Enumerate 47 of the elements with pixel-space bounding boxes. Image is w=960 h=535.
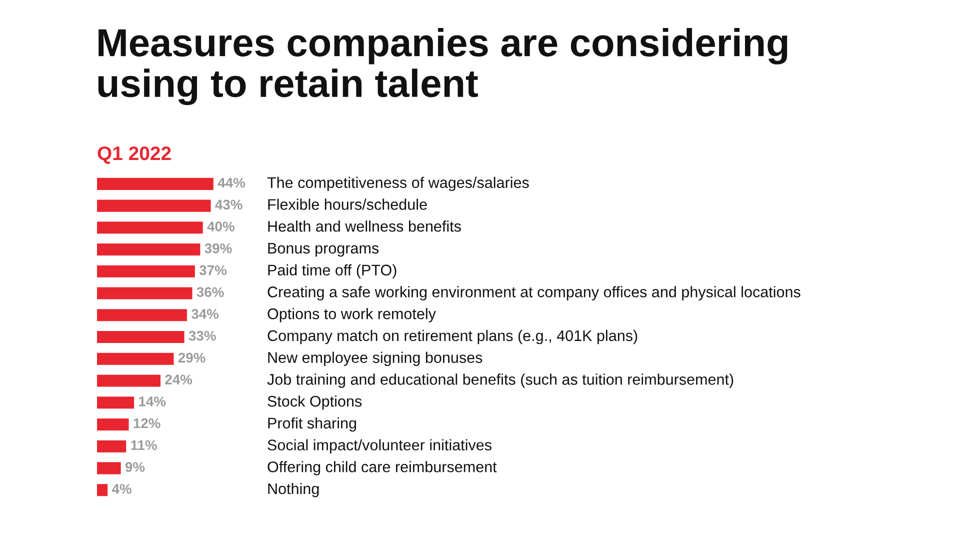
bar — [97, 418, 129, 430]
y-tick-label: The competitiveness of wages/salaries — [267, 176, 529, 192]
y-tick-label: Company match on retirement plans (e.g., 401K plans) — [268, 330, 638, 344]
data-label: 4% — [112, 484, 132, 494]
data-label: 40% — [207, 222, 234, 232]
bar — [97, 440, 126, 452]
bar — [97, 484, 108, 496]
data-label: 43% — [215, 200, 242, 210]
bar — [97, 352, 174, 365]
y-tick-label: Stock Options — [268, 395, 362, 410]
data-label: 34% — [191, 309, 219, 319]
chart-subtitle: Q1 2022 — [98, 146, 171, 164]
y-tick-label: Profit sharing — [268, 417, 356, 432]
bar — [97, 200, 211, 212]
bar — [97, 178, 214, 190]
data-label: 11% — [131, 440, 157, 450]
y-tick-label: Health and wellness benefits — [268, 220, 461, 232]
y-tick-label: Bonus programs — [268, 242, 379, 257]
data-label: 36% — [196, 287, 224, 298]
data-label: 37% — [199, 265, 227, 276]
data-label: 39% — [204, 243, 232, 254]
data-label: 44% — [218, 178, 246, 188]
y-tick-label: Social impact/volunteer initiatives — [268, 439, 492, 454]
data-label: 29% — [178, 352, 206, 363]
bar — [97, 396, 134, 409]
bar — [97, 330, 184, 344]
data-label: 33% — [188, 330, 216, 341]
y-tick-label: Options to work remotely — [268, 308, 436, 322]
data-label: 14% — [139, 396, 166, 406]
bar — [97, 265, 195, 278]
bar — [97, 309, 187, 322]
y-tick-label: Creating a safe working environment at company offices and physical locations — [268, 286, 800, 300]
data-label: 24% — [165, 374, 192, 384]
data-label: 12% — [134, 418, 160, 428]
text: Measures companies are considering using to retain talent — [98, 28, 788, 106]
y-tick-label: Job training and educational benefits (such as tuition reimbursement) — [267, 374, 734, 388]
y-tick-label: Nothing — [268, 482, 319, 498]
bar — [97, 287, 192, 300]
bar — [97, 244, 200, 256]
y-tick-label: Flexible hours/schedule — [268, 198, 427, 210]
bar — [97, 222, 203, 234]
bar — [97, 462, 121, 474]
data-label: 9% — [125, 462, 145, 472]
y-tick-label: Offering child care reimbursement — [268, 461, 497, 476]
bar — [97, 374, 161, 387]
y-tick-label: New employee signing bonuses — [268, 352, 482, 366]
y-tick-label: Paid time off (PTO) — [268, 264, 396, 279]
